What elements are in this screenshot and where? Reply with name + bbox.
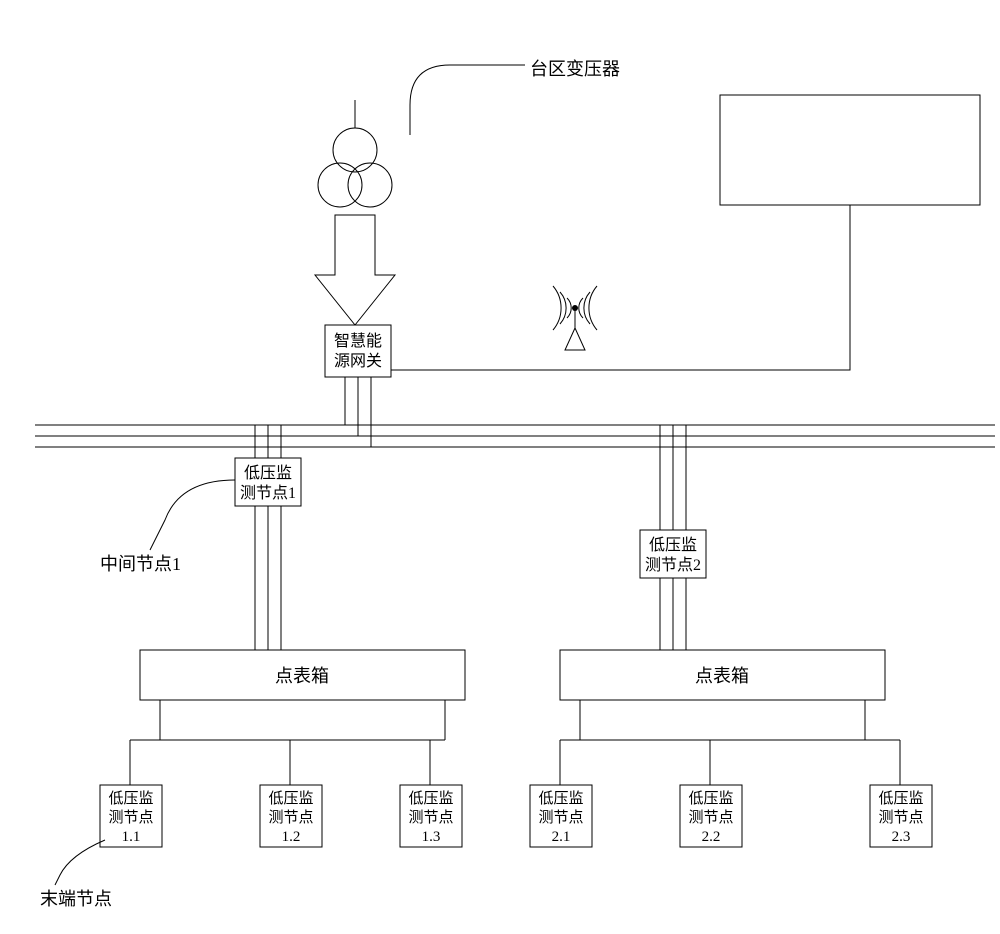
svg-text:测节点: 测节点 xyxy=(268,809,313,826)
svg-text:1.2: 1.2 xyxy=(282,829,301,845)
middle-node1-label: 中间节点1 xyxy=(100,554,181,574)
down-arrow xyxy=(315,215,395,325)
svg-text:测节点: 测节点 xyxy=(408,809,453,826)
meter-box-2-label: 点表箱 xyxy=(695,666,749,686)
svg-text:低压监: 低压监 xyxy=(688,790,733,807)
node2-text-1: 低压监 xyxy=(649,536,697,554)
svg-text:低压监: 低压监 xyxy=(538,790,583,807)
svg-text:1.1: 1.1 xyxy=(122,829,141,845)
svg-text:低压监: 低压监 xyxy=(268,790,313,807)
svg-text:1.3: 1.3 xyxy=(422,829,441,845)
antenna-icon xyxy=(553,286,597,350)
svg-text:测节点: 测节点 xyxy=(538,809,583,826)
end-node-callout xyxy=(55,840,105,885)
middle-node1-callout xyxy=(150,480,235,550)
cloud-box xyxy=(720,95,980,205)
svg-text:测节点: 测节点 xyxy=(878,809,923,826)
transformer-label: 台区变压器 xyxy=(530,59,620,79)
transformer-callout xyxy=(410,65,525,135)
node1-text-2: 测节点1 xyxy=(240,484,296,502)
node2-text-2: 测节点2 xyxy=(645,556,701,574)
svg-text:低压监: 低压监 xyxy=(108,790,153,807)
svg-text:2.1: 2.1 xyxy=(552,829,571,845)
svg-text:测节点: 测节点 xyxy=(108,809,153,826)
svg-text:低压监: 低压监 xyxy=(408,790,453,807)
svg-text:2.2: 2.2 xyxy=(702,829,721,845)
svg-text:测节点: 测节点 xyxy=(688,809,733,826)
svg-text:2.3: 2.3 xyxy=(892,829,911,845)
node1-text-1: 低压监 xyxy=(244,464,292,482)
gateway-text-1: 智慧能 xyxy=(334,332,382,350)
svg-text:低压监: 低压监 xyxy=(878,790,923,807)
meter-box-1-label: 点表箱 xyxy=(275,666,329,686)
gateway-text-2: 源网关 xyxy=(334,352,382,370)
cloud-to-gateway xyxy=(391,205,850,370)
end-node-label: 末端节点 xyxy=(40,889,112,909)
transformer-symbol xyxy=(318,100,392,207)
